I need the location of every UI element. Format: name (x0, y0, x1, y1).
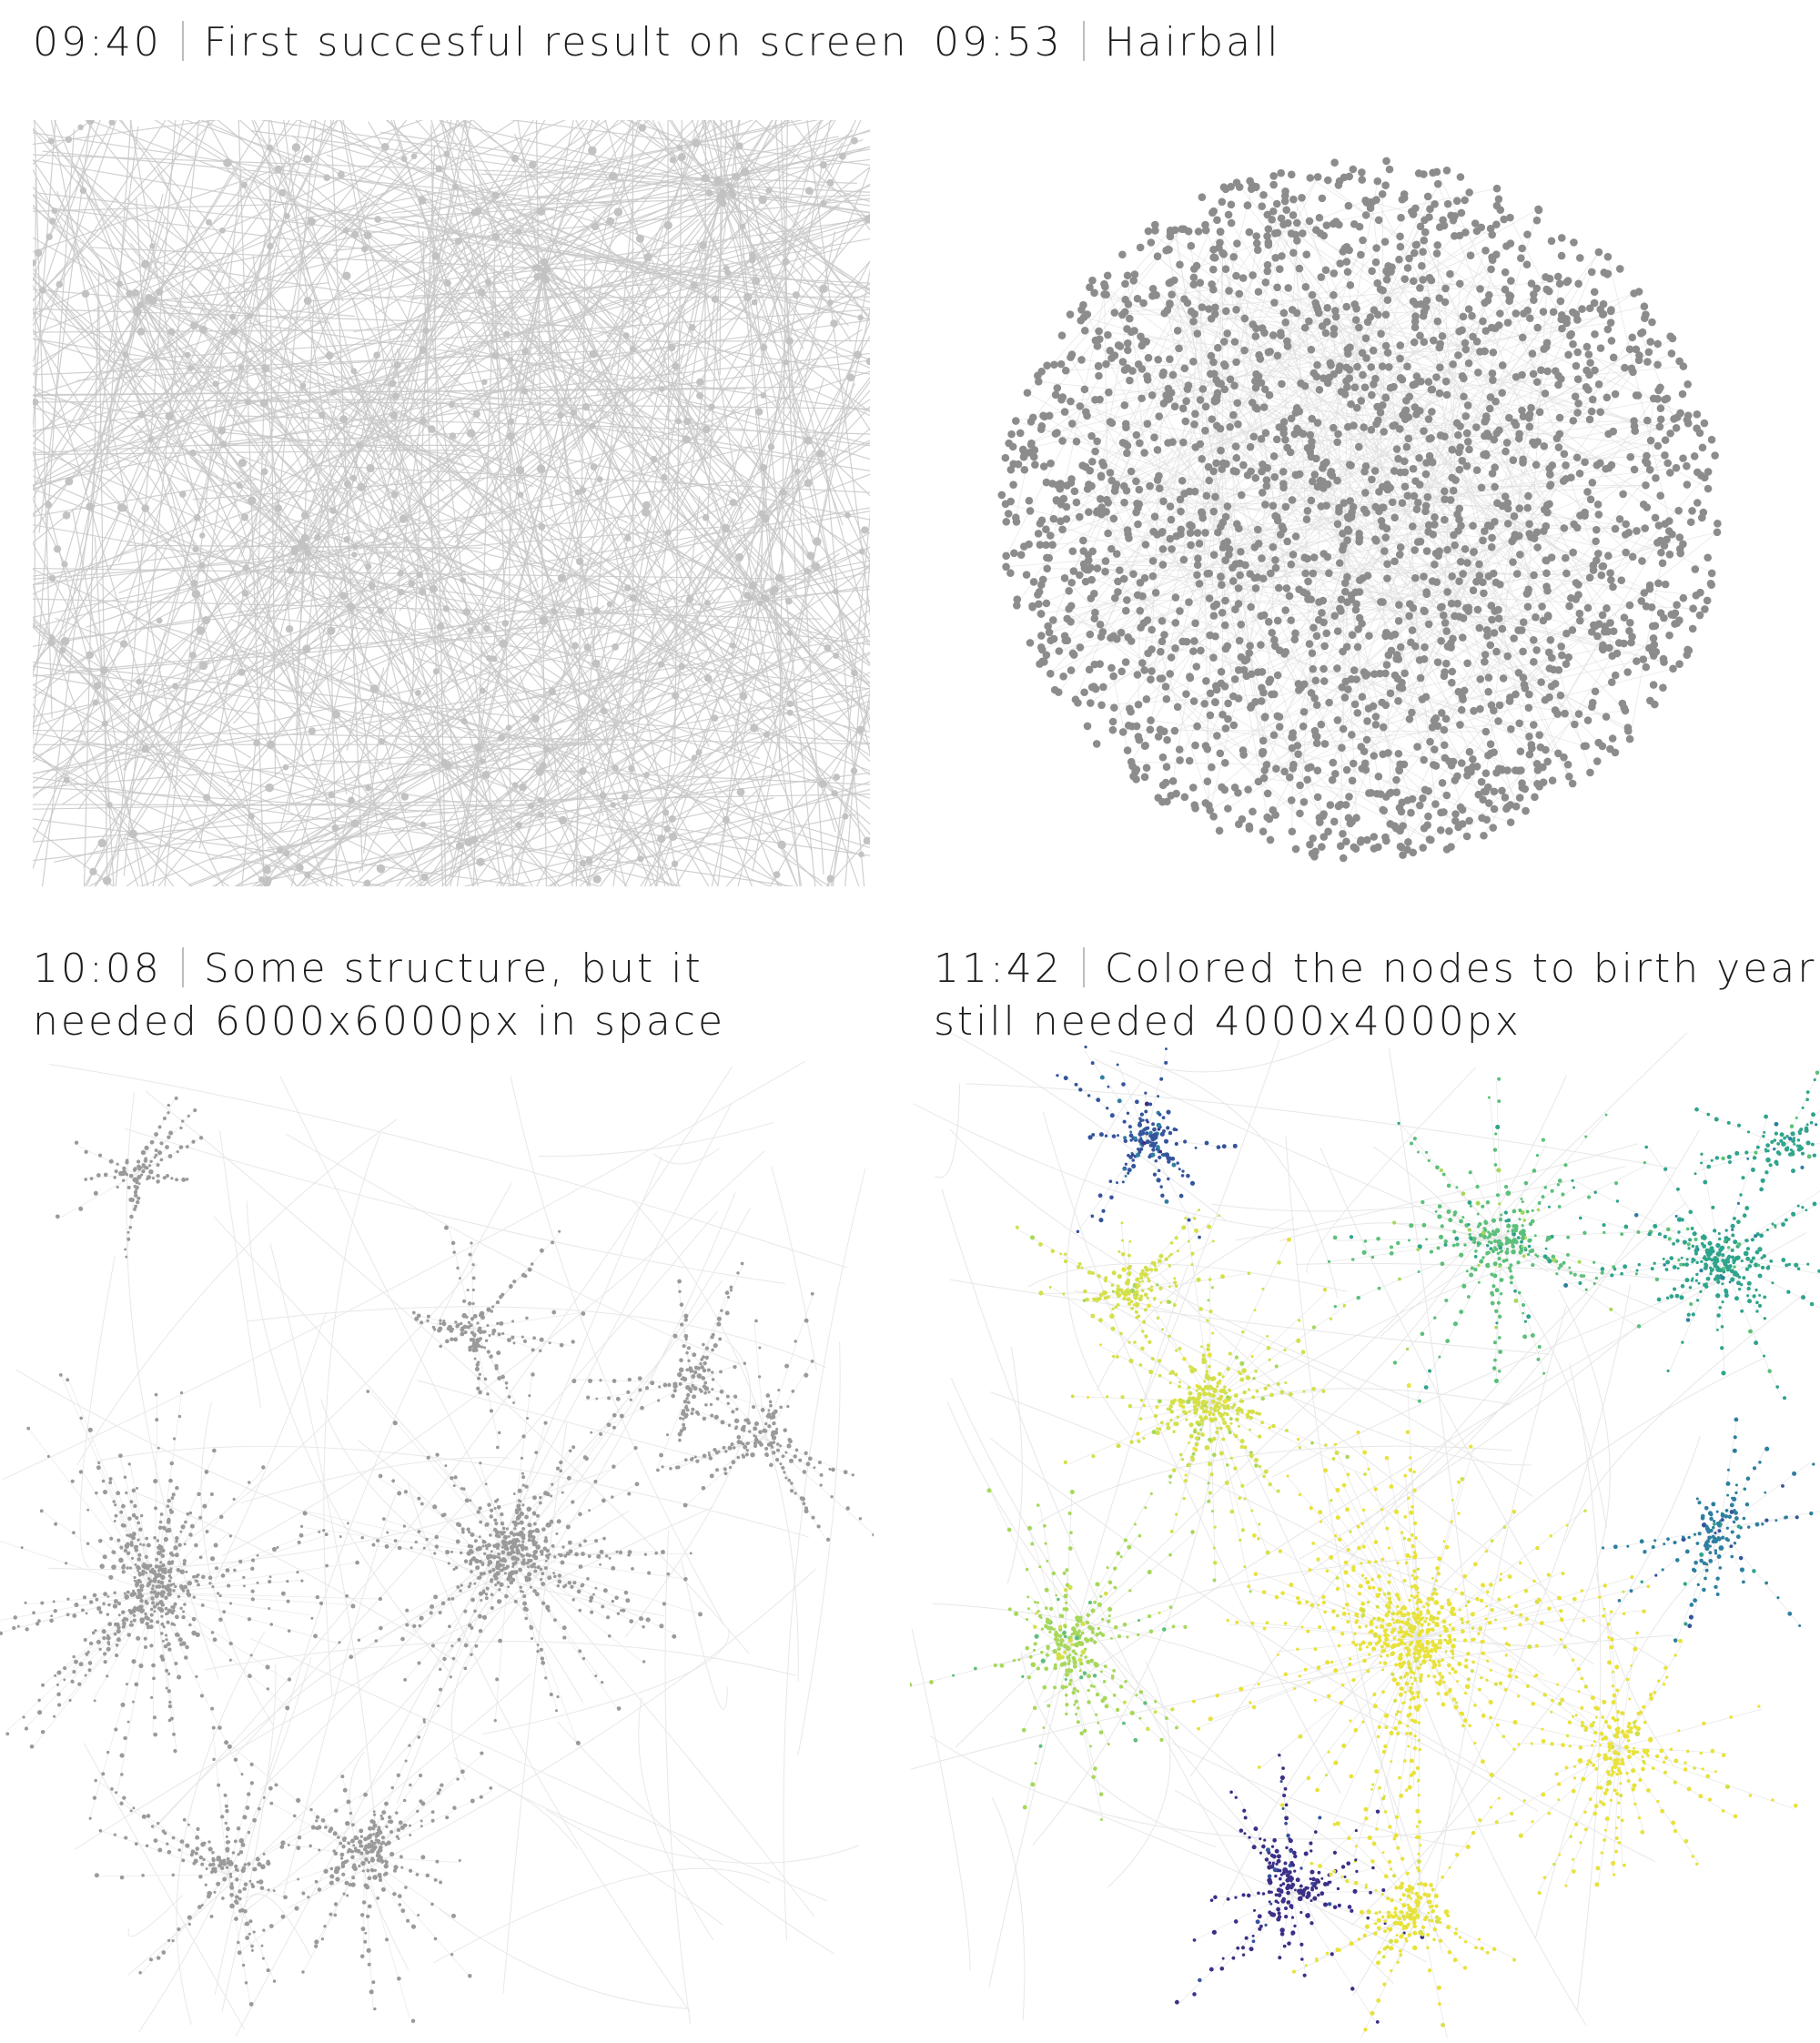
caption-time: 11:42 (934, 946, 1063, 992)
caption-0940: 09:40 First succesful result on screen (33, 16, 909, 69)
caption-divider (181, 21, 184, 61)
network-graph-hairball (997, 157, 1722, 863)
edges (33, 120, 870, 886)
nodes (33, 120, 870, 886)
nodes (997, 157, 1722, 863)
caption-0953: 09:53 Hairball (934, 16, 1281, 69)
network-graph-random-layout (33, 120, 870, 886)
caption-divider (1082, 947, 1085, 987)
caption-time: 09:40 (33, 19, 162, 66)
caption-title-line2: needed 6000x6000px in space (33, 998, 726, 1045)
caption-title: Colored the nodes to birth year, (1104, 946, 1820, 992)
caption-divider (181, 947, 184, 987)
caption-time: 09:53 (934, 19, 1063, 66)
caption-time: 10:08 (33, 946, 162, 992)
caption-title: Hairball (1104, 19, 1281, 66)
nodes (0, 1096, 874, 2024)
caption-title-line2: still needed 4000x4000px (934, 998, 1522, 1045)
caption-1008: 10:08 Some structure, but it needed 6000x… (33, 943, 725, 1048)
nodes (910, 1045, 1820, 2032)
caption-1142: 11:42 Colored the nodes to birth year, st… (934, 943, 1820, 1048)
edges (0, 1060, 874, 2037)
caption-title: Some structure, but it (203, 946, 703, 992)
caption-title: First succesful result on screen (203, 19, 909, 66)
network-graph-structured-grey (0, 1060, 874, 2037)
network-graph-colored-birth-year (910, 1032, 1820, 2038)
caption-divider (1082, 21, 1085, 61)
